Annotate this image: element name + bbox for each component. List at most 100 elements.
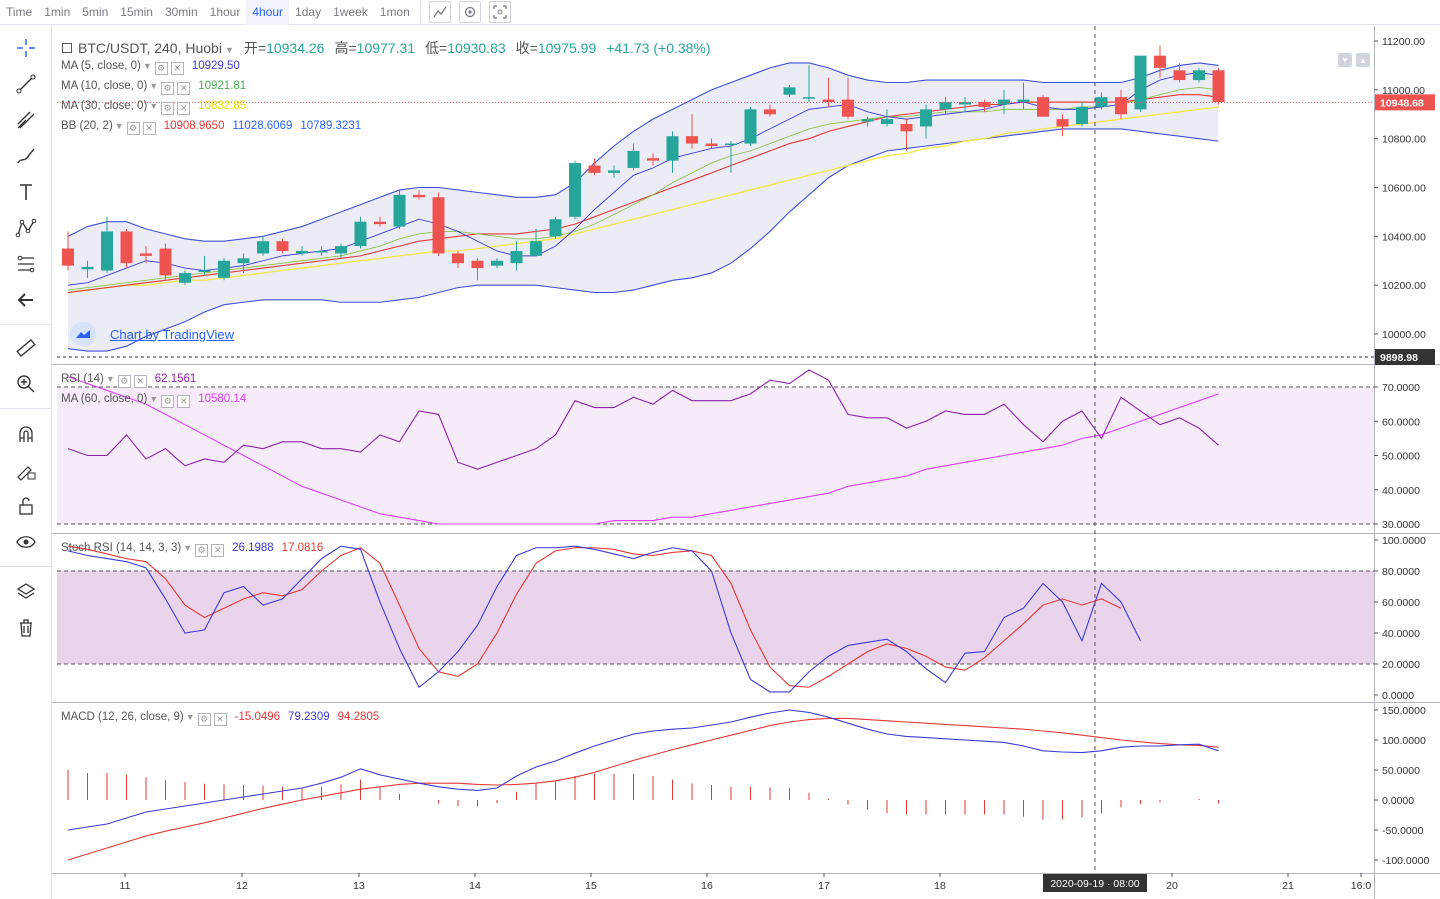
- candle-body: [959, 102, 971, 105]
- chevron-down-icon[interactable]: ▼: [224, 45, 234, 55]
- stoch-tick-label: 40.0000: [1382, 628, 1420, 640]
- candle-body: [471, 260, 484, 269]
- crosshair-icon[interactable]: [12, 34, 40, 62]
- lock-drawing-icon[interactable]: [12, 456, 40, 484]
- tradingview-watermark[interactable]: Chart by TradingView: [70, 322, 234, 346]
- price-tick-label: 10000.00: [1382, 329, 1426, 341]
- candle-body: [842, 99, 854, 117]
- close-icon[interactable]: ✕: [177, 102, 191, 115]
- candle-body: [510, 250, 523, 264]
- trash-icon[interactable]: [12, 614, 40, 642]
- time-tick-label: 11: [120, 880, 131, 892]
- chevron-down-icon[interactable]: ▼: [149, 394, 159, 404]
- price-tick-label: 10800.00: [1382, 134, 1426, 146]
- tool-divider: [0, 324, 52, 325]
- candle-body: [764, 109, 776, 115]
- pane-minimize-icon[interactable]: ▾: [1338, 53, 1352, 67]
- chevron-down-icon[interactable]: ▼: [105, 374, 115, 384]
- settings-icon[interactable]: [458, 1, 481, 23]
- settings-icon[interactable]: ⚙: [161, 102, 175, 115]
- open-label: 开=: [243, 40, 267, 56]
- candle-body: [159, 248, 172, 276]
- stoch-tick-label: 60.0000: [1382, 597, 1420, 609]
- legend-value-2: 17.0816: [281, 542, 324, 554]
- legend-value-1: -15.0496: [234, 711, 281, 723]
- text-icon[interactable]: [12, 178, 40, 206]
- candle-body: [588, 165, 601, 173]
- candle-body: [140, 253, 152, 256]
- close-icon[interactable]: ✕: [170, 62, 184, 75]
- settings-icon[interactable]: ⚙: [197, 713, 211, 726]
- chevron-down-icon[interactable]: ▼: [149, 101, 159, 111]
- symbol-name[interactable]: BTC/USDT, 240, Huobi: [78, 40, 222, 56]
- close-icon[interactable]: ✕: [177, 395, 191, 408]
- close-icon[interactable]: ✕: [177, 82, 191, 95]
- timeframe-time[interactable]: Time: [6, 4, 33, 19]
- close-icon[interactable]: ✕: [211, 544, 225, 557]
- timeframe-30min[interactable]: 30min: [164, 4, 198, 19]
- legend-macd[interactable]: MACD (12, 26, close, 9) ▼ ⚙ ✕ -15.0496 79.230…: [61, 711, 379, 726]
- legend-name: MA (30, close, 0): [61, 100, 148, 112]
- candle-body: [627, 150, 640, 168]
- crosshair-time-bg: [1043, 874, 1147, 892]
- eye-icon[interactable]: [12, 528, 40, 556]
- timeframe-1week[interactable]: 1week: [333, 4, 368, 19]
- legend-bb[interactable]: BB (20, 2) ▼ ⚙ ✕ 10908.9650 11028.6069 10789.3…: [61, 120, 361, 135]
- collapse-icon[interactable]: [62, 43, 72, 53]
- legend-stoch-rsi[interactable]: Stoch RSI (14, 14, 3, 3) ▼ ⚙ ✕ 26.1988 17.081…: [61, 542, 323, 557]
- timeframe-1mon[interactable]: 1mon: [379, 4, 410, 19]
- legend-rsi[interactable]: RSI (14) ▼ ⚙ ✕ 62.1561: [61, 373, 196, 388]
- timeframe-4hour[interactable]: 4hour: [246, 0, 290, 25]
- zoom-in-icon[interactable]: [12, 370, 40, 398]
- settings-icon[interactable]: ⚙: [161, 82, 175, 95]
- pane-maximize-icon[interactable]: ▴: [1356, 53, 1370, 67]
- chevron-down-icon[interactable]: ▼: [142, 61, 152, 71]
- close-icon[interactable]: ✕: [133, 375, 147, 388]
- rsi-tick-label: 70.0000: [1382, 382, 1420, 394]
- magnet-icon[interactable]: [12, 420, 40, 448]
- chevron-down-icon[interactable]: ▼: [149, 81, 159, 91]
- layers-icon[interactable]: [12, 578, 40, 606]
- close-icon[interactable]: ✕: [213, 713, 227, 726]
- legend-ma5[interactable]: MA (5, close, 0) ▼ ⚙ ✕ 10929.50: [61, 60, 240, 75]
- settings-icon[interactable]: ⚙: [117, 375, 131, 388]
- tradingview-logo-icon: [70, 322, 96, 346]
- ruler-icon[interactable]: [12, 334, 40, 362]
- settings-icon[interactable]: ⚙: [195, 544, 209, 557]
- fib-icon[interactable]: [12, 250, 40, 278]
- legend-rsi-ma[interactable]: MA (60, close, 0) ▼ ⚙ ✕ 10580.14: [61, 393, 246, 408]
- indicators-icon[interactable]: [428, 1, 451, 23]
- legend-value-2: 11028.6069: [232, 120, 293, 132]
- macd-tick-label: 0.0000: [1382, 795, 1414, 807]
- macd-tick-label: -50.0000: [1382, 825, 1424, 837]
- close-icon[interactable]: ✕: [142, 122, 156, 135]
- trend-line-icon[interactable]: [12, 70, 40, 98]
- chevron-down-icon[interactable]: ▼: [114, 121, 124, 131]
- brush-icon[interactable]: [12, 142, 40, 170]
- candle-body: [530, 241, 542, 256]
- settings-icon[interactable]: ⚙: [161, 395, 175, 408]
- rsi-band: [57, 387, 1374, 524]
- pattern-icon[interactable]: [12, 214, 40, 242]
- timeframe-5min[interactable]: 5min: [82, 4, 109, 19]
- settings-icon[interactable]: ⚙: [154, 62, 168, 75]
- price-tick-label: 10600.00: [1382, 183, 1426, 195]
- settings-icon[interactable]: ⚙: [126, 122, 140, 135]
- pitchfork-icon[interactable]: [12, 106, 40, 134]
- legend-ma30[interactable]: MA (30, close, 0) ▼ ⚙ ✕ 10832.85: [61, 100, 246, 115]
- back-arrow-icon[interactable]: [12, 286, 40, 314]
- legend-ma10[interactable]: MA (10, close, 0) ▼ ⚙ ✕ 10921.81: [61, 80, 246, 95]
- candle-body: [920, 109, 932, 127]
- unlock-icon[interactable]: [12, 492, 40, 520]
- candle-body: [296, 250, 308, 254]
- timeframe-1day[interactable]: 1day: [295, 4, 322, 19]
- timeframe-1hour[interactable]: 1hour: [209, 4, 241, 19]
- candle-body: [491, 260, 503, 266]
- fullscreen-icon[interactable]: [488, 1, 511, 23]
- timeframe-1min[interactable]: 1min: [44, 4, 71, 19]
- chevron-down-icon[interactable]: ▼: [183, 543, 193, 553]
- timeframe-15min[interactable]: 15min: [120, 4, 153, 19]
- rsi-line: [67, 369, 1219, 470]
- chevron-down-icon[interactable]: ▼: [185, 712, 195, 722]
